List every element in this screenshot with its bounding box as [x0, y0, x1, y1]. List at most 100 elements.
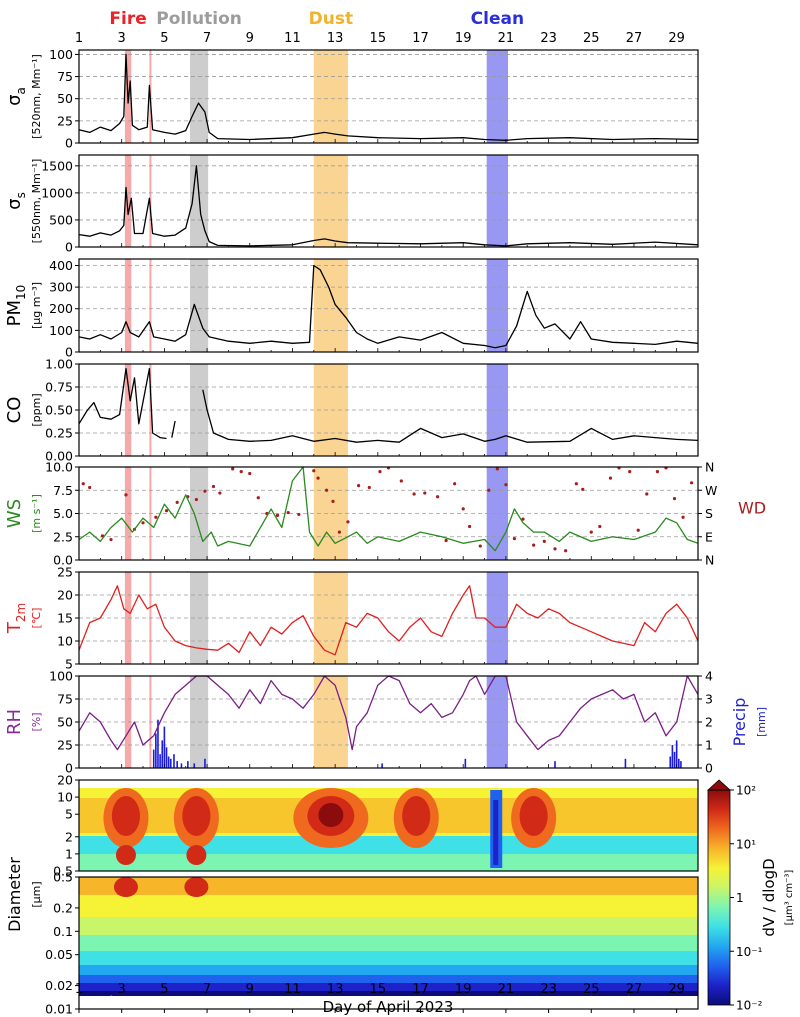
wd-point [399, 479, 403, 483]
wd-point [435, 495, 440, 499]
y-tick-label: 0 [65, 136, 73, 151]
y-tick-label: 1000 [41, 185, 73, 200]
precip-bar [464, 758, 467, 768]
wd-point [521, 517, 525, 521]
heat-lower-tick-label: 0.05 [45, 947, 73, 962]
wd-point [598, 524, 602, 529]
heat-lower-tick-label: 0.01 [45, 1002, 73, 1017]
y-tick-label: 500 [49, 212, 73, 227]
colorbar-tick-label: 10¹ [736, 837, 756, 851]
heat-fire-spike [186, 845, 207, 865]
top-tick-label: 19 [455, 31, 472, 46]
top-tick-label: 29 [668, 31, 685, 46]
top-tick-label: 21 [498, 31, 515, 46]
precip-bar [673, 751, 676, 768]
bottom-tick-label: 19 [455, 982, 472, 997]
panel-co: 0.00 0.25 0.50 0.75 1.00 CO [ppm] [4, 357, 699, 464]
y-tick-label: 5 [65, 657, 73, 672]
event-label-fire: Fire [109, 9, 146, 29]
y-tick-label: 0.50 [45, 403, 73, 418]
wd-point [532, 543, 536, 547]
y-axis-label: WS [4, 499, 25, 528]
wd-point [495, 467, 499, 471]
heat-lower-tick-label: 0.02 [45, 978, 73, 993]
precip-bar [159, 754, 161, 768]
wd-point [444, 538, 448, 543]
bottom-tick-label: 17 [412, 982, 429, 997]
heat-blob-core [182, 796, 211, 836]
y-tick-label: 7.5 [53, 483, 73, 498]
wd-point [337, 530, 342, 534]
right-tick-label: 0 [705, 761, 713, 776]
precip-bar [193, 763, 196, 768]
bottom-day-axis: 1 3 5 7 9 11 13 15 17 19 21 23 25 27 29 [75, 982, 685, 1013]
panel-rh: 0 25 50 75 100 0 1 2 3 4 RH [%] Precip [mm] [4, 669, 768, 776]
y-axis-label: RH [4, 709, 25, 735]
precip-bar [180, 763, 183, 768]
panel-temperature: 5 10 15 20 25 T2m [℃] [4, 565, 699, 672]
bottom-tick-label: 25 [583, 982, 600, 997]
bottom-tick-label: 9 [246, 982, 254, 997]
precip-bar [675, 740, 678, 768]
wd-point [487, 488, 491, 492]
wd-point [286, 510, 290, 515]
colorbar-extend-arrow [706, 779, 732, 791]
event-label-pollution: Pollution [156, 9, 242, 29]
event-shade-clean [486, 572, 509, 664]
heat-fire-fine [113, 877, 138, 897]
bottom-tick-label: 23 [540, 982, 557, 997]
wd-point [461, 507, 465, 511]
wd-point [357, 484, 361, 488]
event-label-dust: Dust [309, 9, 353, 29]
heat-upper-tick-label: 10 [57, 790, 73, 805]
series-line-co [171, 420, 176, 438]
heat-layer [79, 877, 698, 895]
wd-point [478, 544, 482, 548]
wd-point [316, 476, 320, 480]
y-tick-label: 1.00 [45, 357, 73, 372]
heat-layer [79, 951, 698, 965]
wd-point [468, 524, 472, 529]
y-axis-unit: [m s⁻¹] [30, 494, 43, 533]
wd-point [628, 470, 632, 474]
y-axis-label: T2m [4, 603, 28, 634]
precip-bar [204, 758, 206, 768]
wd-point [175, 500, 179, 504]
wd-point [164, 509, 169, 513]
heat-lower-tick-label: 0.2 [53, 900, 73, 915]
right-tick-label: W [705, 483, 717, 498]
precip-bar [554, 761, 556, 768]
y-tick-label: 5.0 [53, 506, 73, 521]
wd-point [88, 485, 92, 490]
series-line-co [78, 367, 167, 440]
event-shade-clean [486, 155, 509, 247]
x-axis-label: Day of April 2023 [323, 998, 454, 1016]
wd-point [367, 485, 371, 490]
panel-absorption: 0 25 50 75 100 σa [520nm, Mm⁻¹] [4, 47, 699, 151]
right-axis-label: Precip [730, 698, 749, 747]
wd-point [423, 491, 427, 495]
right-tick-label: 1 [705, 738, 713, 753]
right-tick-label: E [705, 529, 713, 544]
right-tick-label: N [705, 460, 714, 475]
heat-lower-tick-label: 0.1 [53, 924, 73, 939]
wd-point [331, 499, 335, 504]
event-label-clean: Clean [471, 9, 524, 29]
top-tick-label: 9 [246, 31, 254, 46]
heat-layer [79, 917, 698, 935]
top-tick-label: 27 [626, 31, 643, 46]
wd-point [681, 515, 685, 519]
wd-point [81, 482, 85, 486]
top-tick-label: 7 [203, 31, 211, 46]
event-shade-clean [486, 364, 509, 456]
heat-blob-core [519, 796, 548, 836]
y-tick-label: 0.0 [53, 553, 73, 568]
y-axis-unit: [520nm, Mm⁻¹] [30, 54, 43, 139]
heatmap-lower [79, 877, 698, 1009]
colorbar-tick-label: 10⁻¹ [736, 945, 763, 959]
event-shade-dust [313, 259, 348, 352]
wd-point [589, 530, 593, 534]
heatmap-upper [79, 780, 698, 871]
